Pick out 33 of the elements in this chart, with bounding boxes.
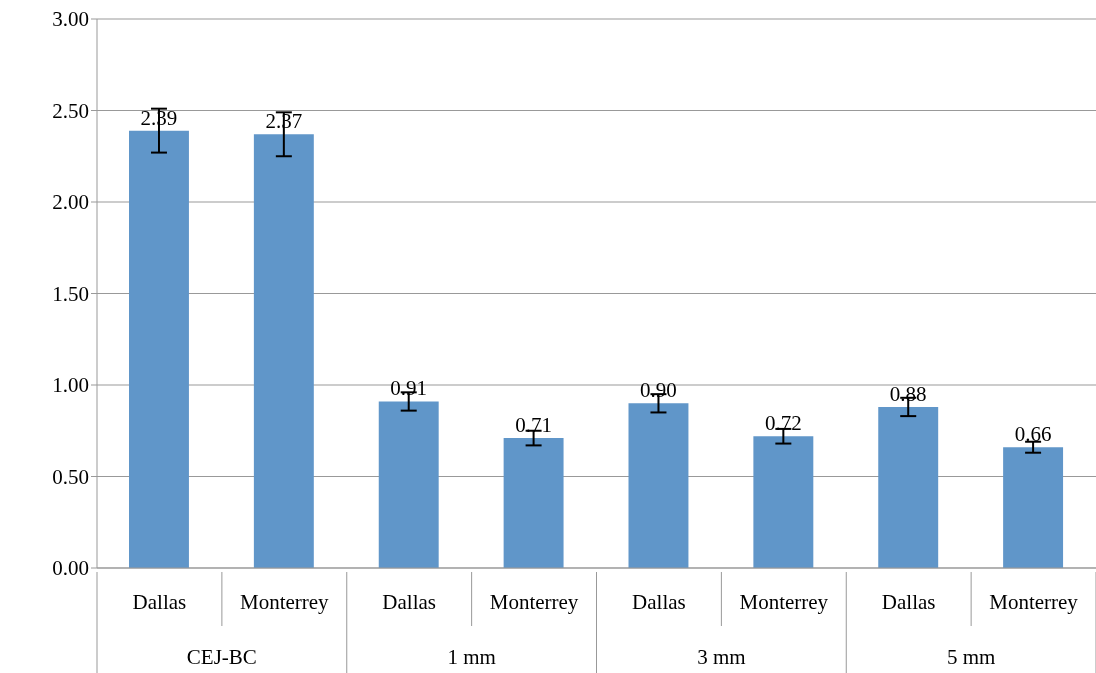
x-tick-label: Monterrey <box>989 590 1079 614</box>
x-tick-label: Dallas <box>632 590 686 614</box>
data-label: 0.72 <box>764 411 802 436</box>
y-tick-label: 0.00 <box>52 556 89 581</box>
x-tick-label: Monterrey <box>739 590 829 614</box>
y-tick-label: 1.00 <box>52 373 89 398</box>
data-label: 0.66 <box>1014 422 1052 447</box>
data-label: 0.71 <box>515 413 552 438</box>
text: 3 mm <box>697 645 746 669</box>
bar <box>253 134 314 568</box>
bar <box>378 401 439 568</box>
text: CEJ-BC <box>186 645 257 669</box>
bar <box>753 436 814 568</box>
bar <box>129 130 189 568</box>
x-tick-label: Dallas <box>132 590 187 614</box>
x-tick-label: Dallas <box>881 590 936 614</box>
x-tick-label: Dallas <box>382 590 437 614</box>
x-tick-label: Monterrey <box>489 590 579 614</box>
y-tick-label: 3.00 <box>52 7 89 32</box>
x-tick-label: Monterrey <box>239 590 330 614</box>
y-tick-label: 0.50 <box>52 464 89 489</box>
data-label: 0.88 <box>889 381 927 406</box>
data-label: 0.90 <box>640 378 677 403</box>
data-label: 0.91 <box>390 376 428 401</box>
bar <box>628 403 689 568</box>
text: 5 mm <box>946 645 996 669</box>
bar <box>878 406 939 568</box>
y-tick-label: 1.50 <box>52 281 89 306</box>
bar <box>503 438 564 568</box>
y-tick-label: 2.00 <box>52 190 89 215</box>
y-tick-label: 2.50 <box>52 98 89 123</box>
text: 1 mm <box>447 645 496 669</box>
bar <box>1003 447 1064 568</box>
